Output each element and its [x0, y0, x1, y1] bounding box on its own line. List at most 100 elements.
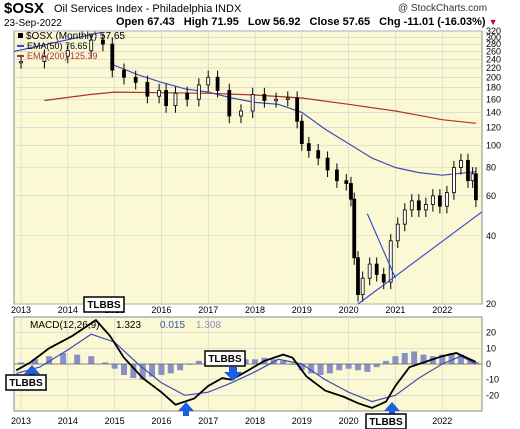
legend-ema50: EMA(50) 76.65 — [27, 41, 88, 51]
price-candle-body — [157, 90, 161, 97]
macd-histogram-bar — [354, 364, 361, 371]
macd-x-tick-label: 2014 — [58, 416, 78, 426]
price-x-tick-label: 2013 — [11, 305, 31, 315]
price-candle-body — [173, 92, 178, 107]
price-candle-body — [122, 69, 126, 78]
macd-x-tick-label: 2017 — [198, 416, 218, 426]
price-candle-body — [227, 90, 232, 117]
macd-histogram-bar — [18, 362, 25, 364]
macd-signal-line — [16, 333, 477, 403]
price-candle-body — [423, 203, 428, 211]
price-candle-body — [430, 195, 435, 205]
price-candle-body — [101, 39, 105, 45]
macd-histogram-bar — [373, 364, 380, 368]
macd-line — [15, 318, 477, 409]
low-value: 56.92 — [272, 16, 301, 28]
down-triangle-icon: ▼ — [488, 17, 498, 27]
price-candle-body — [452, 167, 456, 193]
macd-histogram-bar — [60, 353, 67, 364]
macd-histogram-bar — [326, 364, 333, 374]
price-x-tick-label: 2018 — [245, 305, 265, 315]
price-candles-layer — [19, 33, 478, 302]
annotation-box — [204, 350, 246, 367]
price-candle-body — [381, 274, 386, 283]
macd-histogram-bar — [158, 364, 165, 375]
macd-histogram-bar — [411, 351, 418, 364]
watermark: @ StockCharts.com — [398, 3, 488, 14]
trendlines-layer — [13, 32, 483, 305]
ema200-line — [44, 91, 476, 124]
annotation-label: TLBBS — [208, 354, 242, 365]
trendline — [13, 32, 101, 52]
open-label: Open — [116, 16, 145, 28]
macd-histogram-bar — [401, 353, 408, 364]
price-candle-body — [474, 173, 478, 201]
price-candle-body — [374, 263, 379, 275]
price-candle-body — [388, 240, 393, 283]
macd-histogram-bar — [177, 364, 184, 371]
price-candle-body — [470, 173, 475, 182]
macd-x-tick-label: 2015 — [105, 416, 125, 426]
ohlc-readout: Open 67.43 High 71.95 Low 56.92 Close 57… — [116, 16, 498, 28]
price-candle-body — [89, 39, 94, 52]
macd-histogram-bar — [130, 364, 137, 379]
close-label: Close — [309, 16, 340, 28]
chart-exchange: INDX — [215, 3, 242, 15]
price-candle-body — [325, 157, 330, 171]
arrow-up-icon — [24, 365, 40, 376]
price-candle-body — [395, 223, 400, 242]
price-candle-body — [274, 98, 278, 102]
price-candle-body — [360, 277, 365, 296]
macd-histogram-bar — [308, 364, 315, 374]
macd-histogram-bar — [167, 364, 174, 374]
price-y-tick-label: 220 — [486, 63, 501, 73]
macd-histogram-bar — [420, 354, 427, 364]
price-candle-body — [349, 183, 353, 200]
price-y-tick-label: 20 — [486, 299, 496, 309]
price-candle-body — [133, 76, 138, 83]
macd-histogram-bar — [46, 356, 53, 364]
macd-x-tick-label: 2013 — [11, 416, 31, 426]
annotation-label: TLBBS — [9, 378, 43, 389]
annotation-tlbbs-1: TLBBS — [5, 365, 47, 391]
legend-price: $OSX (Monthly) 57.65 — [26, 31, 125, 42]
annotation-tlbbs-5: TLBBS — [365, 402, 407, 429]
price-y-tick-label: 60 — [486, 191, 496, 201]
macd-histogram-bar — [280, 360, 287, 364]
legend-ema200: EMA(200) 125.39 — [27, 51, 98, 61]
price-x-tick-label: 2022 — [432, 305, 452, 315]
trendline — [366, 213, 396, 279]
macd-histogram-bar — [383, 360, 390, 364]
price-candle-body — [352, 198, 357, 259]
legend-swatch-price — [18, 33, 23, 38]
ema50-line — [109, 62, 476, 176]
price-candle-body — [356, 257, 360, 296]
macd-legend: MACD(12,26,9) 1.323 0.015 1.308 — [30, 320, 221, 331]
macd-histogram-bar — [139, 364, 146, 380]
macd-y-tick-label: 20 — [486, 328, 496, 338]
price-candle-body — [416, 200, 421, 211]
price-candle-body — [42, 55, 47, 62]
annotation-box — [5, 374, 47, 391]
price-x-axis: 2013201420152016201720182019202020212022 — [11, 305, 452, 315]
macd-y-tick-label: -20 — [486, 390, 499, 400]
macd-histogram-bar — [289, 364, 296, 365]
price-legend: $OSX (Monthly) 57.65 EMA(50) 76.65 EMA(2… — [17, 31, 125, 61]
price-candle-body — [196, 84, 201, 100]
price-candle-body — [262, 94, 267, 101]
trendline — [357, 211, 483, 305]
price-candle-body — [344, 180, 349, 184]
macd-histogram-bar — [186, 364, 193, 365]
macd-histogram-bar — [102, 362, 109, 364]
chg-value: -11.01 (-16.03%) — [403, 16, 486, 28]
chart-date: 23-Sep-2022 — [4, 18, 62, 29]
annotation-box — [365, 413, 407, 429]
annotation-label: TLBBS — [87, 300, 121, 311]
chart-title-symbol: $OSX — [4, 0, 45, 17]
price-candle-body — [295, 97, 300, 122]
price-y-tick-label: 200 — [486, 72, 501, 82]
price-y-tick-label: 280 — [486, 39, 501, 49]
price-candle-body — [306, 143, 311, 151]
price-y-tick-label: 180 — [486, 83, 501, 93]
price-candle-body — [285, 97, 290, 100]
